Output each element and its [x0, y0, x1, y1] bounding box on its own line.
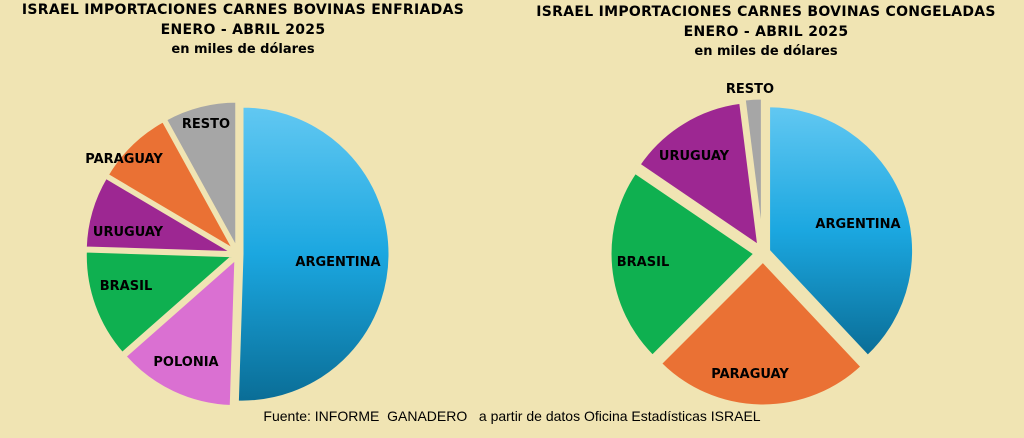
source-note: Fuente: INFORME GANADERO a partir de dat… [263, 408, 761, 424]
subtitle-line: ENERO - ABRIL 2025 [160, 22, 326, 38]
pie-slice-polonia [122, 255, 238, 408]
pie-congeladas: ARGENTINA PARAGUAY BRASIL URUGUAY RESTO [608, 82, 916, 408]
pie-slice-brasil [83, 249, 238, 356]
pie-slice-brasil [608, 170, 758, 359]
slice-label-argentina: ARGENTINA [295, 255, 380, 270]
chart-title-congeladas: ISRAEL IMPORTACIONES CARNES BOVINAS CONG… [506, 2, 1024, 62]
slice-label-paraguay: PARAGUAY [711, 367, 789, 382]
pie-slice-argentina [767, 104, 916, 359]
slice-label-paraguay: PARAGUAY [85, 152, 163, 167]
pie-slice-uruguay [636, 100, 761, 250]
pie-slice-paraguay [105, 118, 239, 255]
pie-slice-resto [163, 99, 239, 250]
unit-line: en miles de dólares [171, 42, 315, 57]
slice-label-uruguay: URUGUAY [659, 149, 730, 164]
slice-label-argentina: ARGENTINA [815, 217, 900, 232]
chart-title-enfriadas: ISRAEL IMPORTACIONES CARNES BOVINAS ENFR… [0, 0, 486, 60]
subtitle-line: ENERO - ABRIL 2025 [683, 24, 849, 40]
title-line: ISRAEL IMPORTACIONES CARNES BOVINAS ENFR… [21, 2, 465, 18]
pie-slice-uruguay [83, 175, 234, 255]
unit-line: en miles de dólares [694, 44, 838, 59]
slice-label-resto: RESTO [182, 117, 230, 132]
slice-label-uruguay: URUGUAY [93, 225, 164, 240]
slice-label-polonia: POLONIA [153, 355, 218, 370]
pie-enfriadas: ARGENTINA POLONIA BRASIL URUGUAY PARAGUAY RES… [83, 99, 392, 408]
title-line: ISRAEL IMPORTACIONES CARNES BOVINAS CONG… [536, 4, 996, 20]
pie-slice-paraguay [658, 258, 865, 408]
slice-label-resto: RESTO [726, 82, 774, 97]
slice-label-brasil: BRASIL [100, 279, 152, 294]
slice-label-brasil: BRASIL [617, 255, 669, 270]
pie-slice-argentina [235, 104, 392, 404]
pie-slice-resto [742, 96, 764, 244]
